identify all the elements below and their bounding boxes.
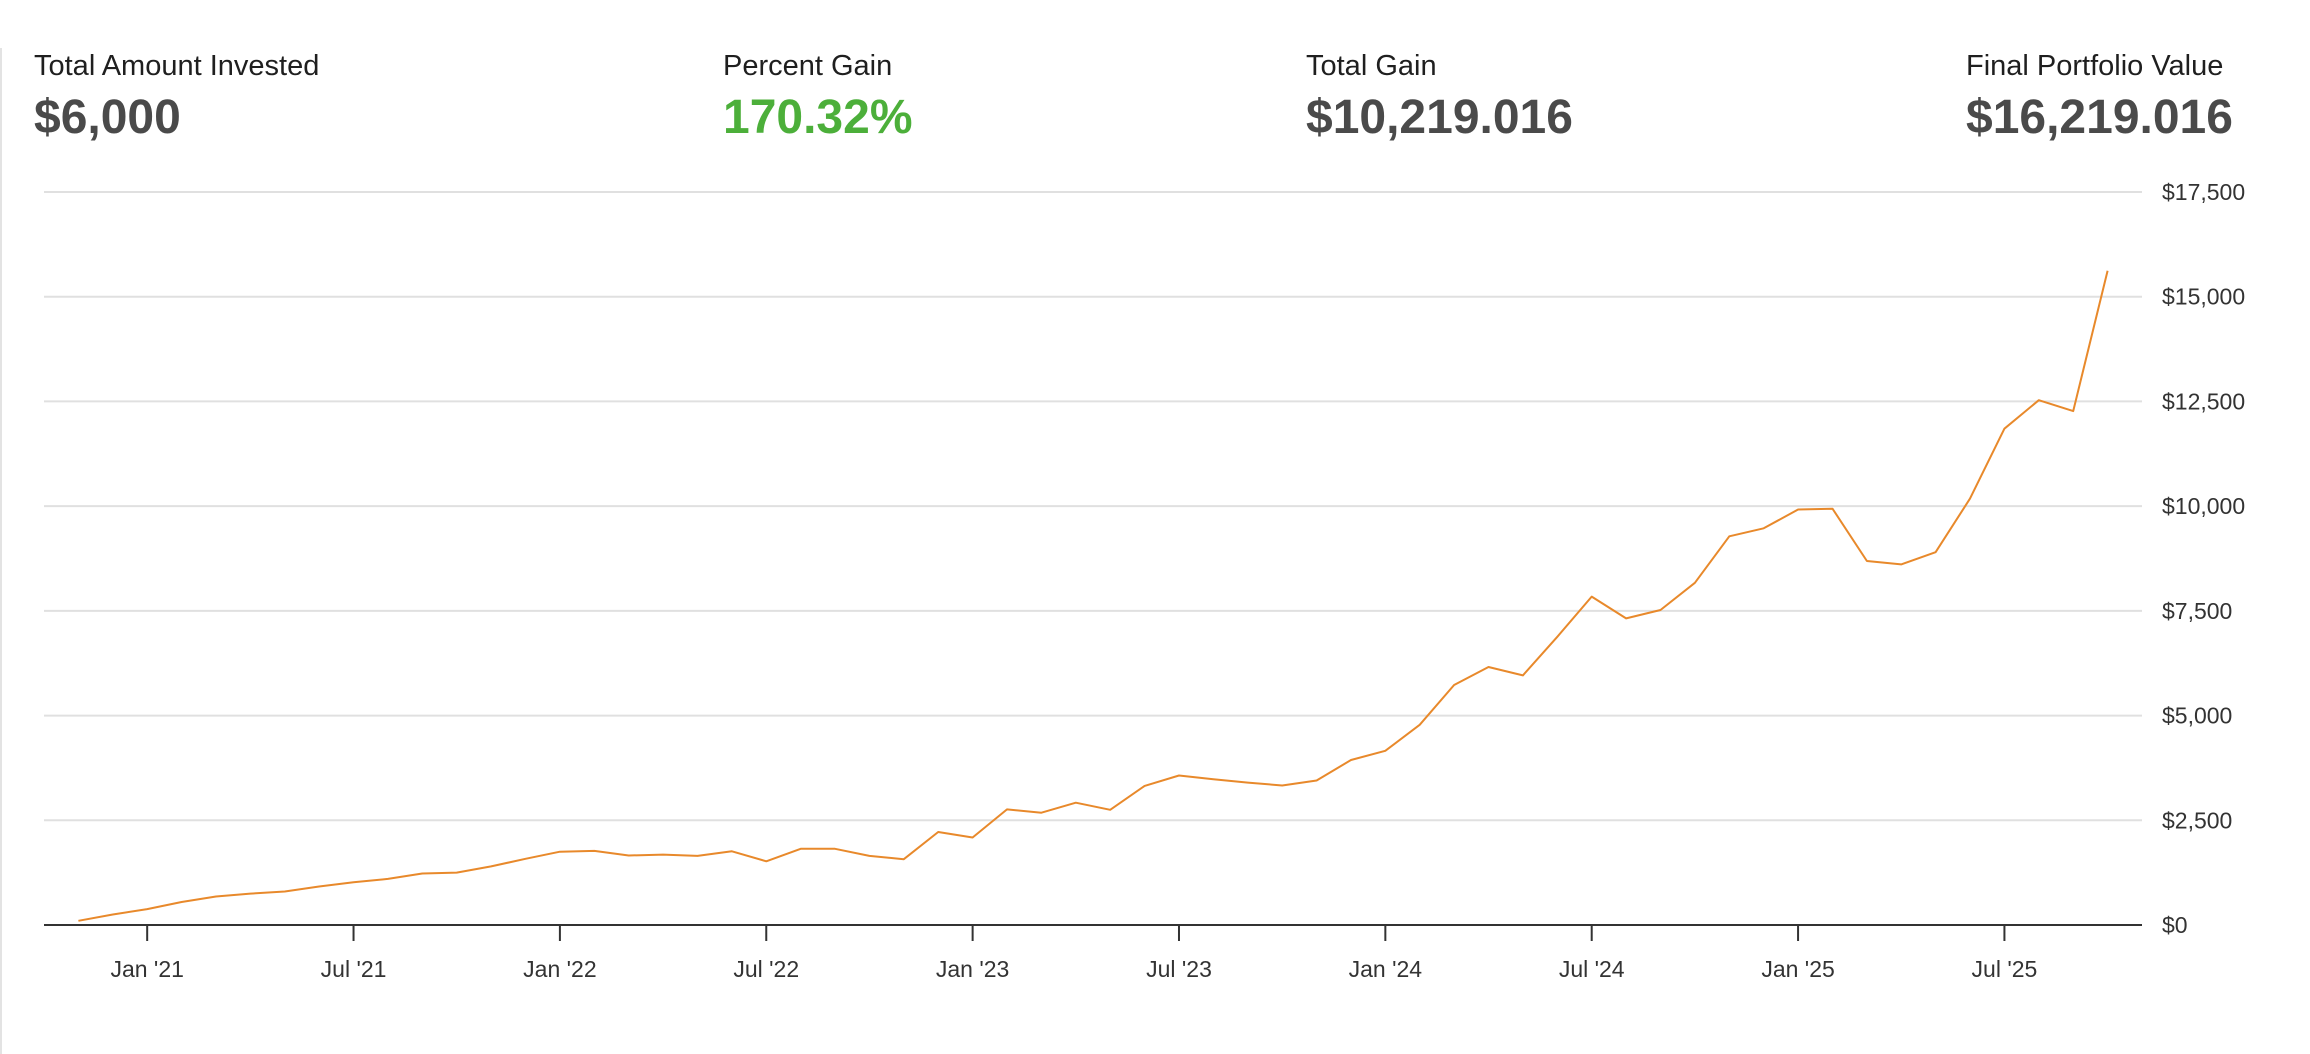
stat-label: Final Portfolio Value (1966, 50, 2224, 82)
x-axis: Jan '21 Jul '21 Jan '22 Jul '22 Jan '23 Jul '… (44, 924, 2142, 982)
stat-final-portfolio-value: Final Portfolio Value $16,219.016 (1966, 46, 2233, 146)
stat-value: 170.32% (723, 91, 913, 144)
y-tick-label: $5,000 (2162, 703, 2232, 729)
grid-lines (44, 191, 2142, 822)
y-tick-label: $0 (2162, 912, 2188, 938)
series-line (78, 270, 2109, 922)
y-tick-label: $7,500 (2162, 598, 2232, 624)
stat-value: $16,219.016 (1966, 91, 2233, 144)
stat-value: $10,219.016 (1306, 91, 1573, 144)
x-tick-label: Jan '21 (110, 956, 183, 982)
y-tick-label: $10,000 (2162, 493, 2245, 519)
x-tick-label: Jul '24 (1559, 956, 1625, 982)
x-tick-label: Jul '22 (733, 956, 799, 982)
y-axis-labels: $0 $2,500 $5,000 $7,500 $10,000 $12,500 $15,00… (2162, 179, 2245, 938)
x-tick-label: Jul '21 (321, 956, 387, 982)
stat-label: Total Gain (1306, 50, 1437, 82)
x-tick-label: Jul '25 (1972, 956, 2038, 982)
x-tick-label: Jul '23 (1146, 956, 1212, 982)
y-tick-label: $12,500 (2162, 388, 2245, 414)
x-tick-label: Jan '22 (523, 956, 596, 982)
left-border (0, 48, 2, 1054)
stat-percent-gain: Percent Gain 170.32% (723, 46, 913, 146)
y-tick-label: $17,500 (2162, 179, 2245, 205)
stat-value: $6,000 (34, 91, 181, 144)
y-tick-label: $15,000 (2162, 284, 2245, 310)
x-tick-label: Jan '24 (1349, 956, 1423, 982)
series-layer (78, 270, 2109, 922)
stat-label: Total Amount Invested (34, 50, 320, 82)
x-tick-label: Jan '23 (936, 956, 1009, 982)
stat-total-amount-invested: Total Amount Invested $6,000 (34, 46, 319, 146)
y-tick-label: $2,500 (2162, 807, 2232, 833)
x-tick-label: Jan '25 (1761, 956, 1834, 982)
stat-label: Percent Gain (723, 50, 893, 82)
stat-total-gain: Total Gain $10,219.016 (1306, 46, 1573, 146)
